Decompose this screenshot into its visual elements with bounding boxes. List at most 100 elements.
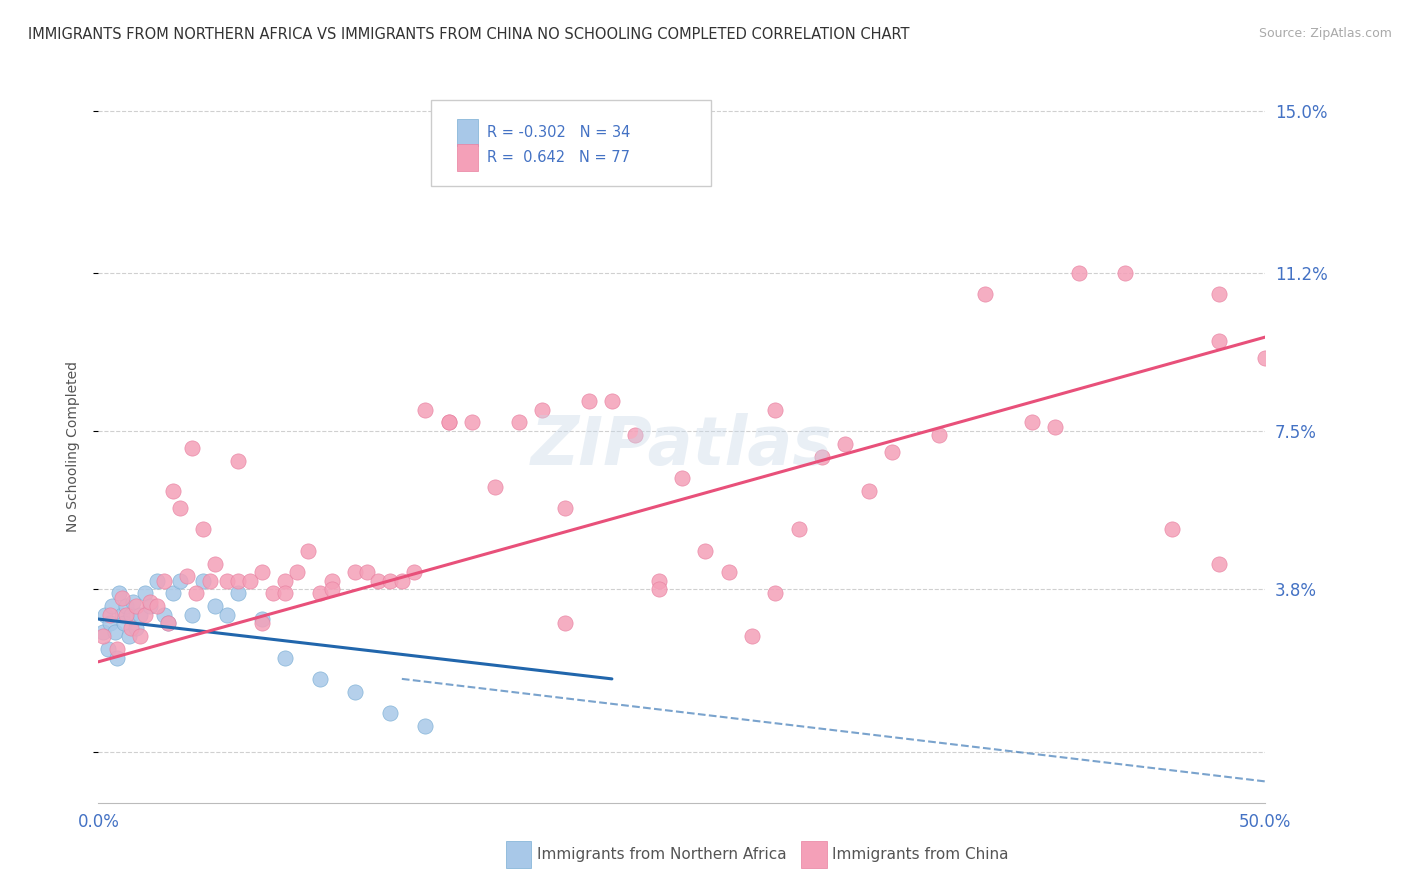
Point bbox=[111, 591, 134, 605]
Point bbox=[120, 607, 142, 622]
Text: R = -0.302   N = 34: R = -0.302 N = 34 bbox=[486, 125, 630, 140]
Point bbox=[717, 565, 740, 579]
Point bbox=[146, 574, 169, 588]
Point bbox=[98, 616, 121, 631]
Point bbox=[309, 672, 332, 686]
Point bbox=[139, 599, 162, 614]
Point bbox=[200, 574, 222, 588]
Point bbox=[129, 629, 152, 643]
Point bbox=[344, 565, 367, 579]
Point bbox=[157, 616, 180, 631]
Point bbox=[671, 471, 693, 485]
Point bbox=[413, 719, 436, 733]
Point bbox=[250, 565, 273, 579]
Point bbox=[115, 599, 138, 614]
Point bbox=[239, 574, 262, 588]
Bar bbox=[457, 120, 478, 146]
Point bbox=[380, 574, 402, 588]
Point bbox=[180, 607, 202, 622]
Point bbox=[180, 441, 202, 455]
Point bbox=[763, 586, 786, 600]
Point bbox=[1067, 266, 1090, 280]
Point bbox=[380, 706, 402, 720]
Point bbox=[647, 582, 669, 596]
Point bbox=[105, 642, 128, 657]
Point bbox=[186, 586, 208, 600]
Point bbox=[120, 621, 142, 635]
Point bbox=[530, 402, 553, 417]
Point bbox=[928, 428, 950, 442]
Point bbox=[139, 595, 162, 609]
Point bbox=[695, 543, 717, 558]
Point bbox=[129, 607, 152, 622]
Point bbox=[297, 543, 319, 558]
Point bbox=[169, 500, 191, 515]
Point bbox=[285, 565, 308, 579]
Point bbox=[250, 616, 273, 631]
Point bbox=[215, 574, 238, 588]
Point bbox=[461, 416, 484, 430]
Point bbox=[157, 616, 180, 631]
Point bbox=[112, 616, 135, 631]
Point bbox=[1208, 334, 1230, 349]
FancyBboxPatch shape bbox=[432, 100, 711, 186]
Point bbox=[367, 574, 389, 588]
Point bbox=[146, 599, 169, 614]
Point bbox=[402, 565, 425, 579]
Point bbox=[309, 586, 332, 600]
Text: ZIPatlas: ZIPatlas bbox=[531, 413, 832, 479]
Point bbox=[134, 586, 156, 600]
Point bbox=[391, 574, 413, 588]
Point bbox=[437, 416, 460, 430]
Point bbox=[741, 629, 763, 643]
Point bbox=[108, 586, 131, 600]
Point bbox=[105, 650, 128, 665]
Point bbox=[94, 607, 117, 622]
Point bbox=[1208, 557, 1230, 571]
Point bbox=[215, 607, 238, 622]
Point bbox=[162, 483, 184, 498]
Point bbox=[974, 287, 997, 301]
Point bbox=[125, 599, 148, 614]
Point bbox=[624, 428, 647, 442]
Point bbox=[647, 574, 669, 588]
Point bbox=[1114, 266, 1136, 280]
Point bbox=[176, 569, 198, 583]
Point bbox=[204, 557, 226, 571]
Point bbox=[101, 599, 124, 614]
Point bbox=[91, 629, 114, 643]
Text: IMMIGRANTS FROM NORTHERN AFRICA VS IMMIGRANTS FROM CHINA NO SCHOOLING COMPLETED : IMMIGRANTS FROM NORTHERN AFRICA VS IMMIG… bbox=[28, 27, 910, 42]
Point bbox=[1161, 522, 1184, 536]
Point bbox=[97, 642, 120, 657]
Point bbox=[125, 621, 148, 635]
Text: Source: ZipAtlas.com: Source: ZipAtlas.com bbox=[1258, 27, 1392, 40]
Point bbox=[578, 394, 600, 409]
Point bbox=[811, 450, 834, 464]
Point bbox=[193, 574, 215, 588]
Point bbox=[262, 586, 284, 600]
Point bbox=[274, 574, 297, 588]
Point bbox=[169, 574, 191, 588]
Point bbox=[115, 607, 138, 622]
Point bbox=[274, 586, 297, 600]
Point bbox=[118, 629, 141, 643]
Y-axis label: No Schooling Completed: No Schooling Completed bbox=[66, 360, 80, 532]
Point bbox=[880, 445, 903, 459]
Point bbox=[600, 394, 623, 409]
Point bbox=[413, 402, 436, 417]
Point bbox=[554, 500, 576, 515]
Point bbox=[122, 595, 145, 609]
Point bbox=[274, 650, 297, 665]
Point bbox=[98, 607, 121, 622]
Point bbox=[162, 586, 184, 600]
Point bbox=[152, 607, 174, 622]
Point bbox=[508, 416, 530, 430]
Text: R =  0.642   N = 77: R = 0.642 N = 77 bbox=[486, 150, 630, 165]
Point bbox=[1045, 419, 1067, 434]
Point bbox=[104, 624, 127, 639]
Point bbox=[228, 454, 250, 468]
Point bbox=[834, 437, 856, 451]
Point bbox=[437, 416, 460, 430]
Point bbox=[193, 522, 215, 536]
Text: Immigrants from China: Immigrants from China bbox=[832, 847, 1010, 862]
